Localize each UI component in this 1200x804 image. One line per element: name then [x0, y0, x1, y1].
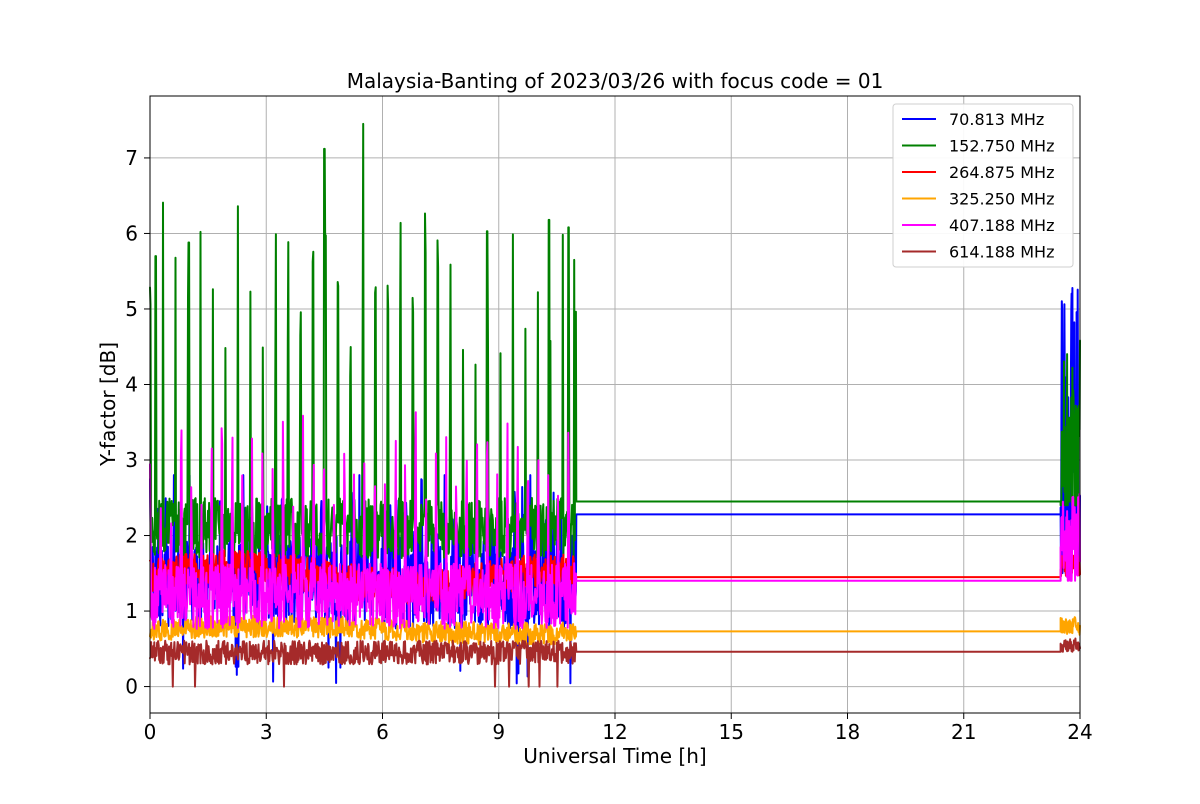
legend-entry: 264.875 MHz: [949, 163, 1054, 182]
x-tick-label: 9: [492, 720, 505, 744]
legend-entry: 614.188 MHz: [949, 243, 1054, 262]
y-tick-label: 2: [125, 524, 138, 548]
y-tick-label: 4: [125, 372, 138, 396]
y-tick-label: 1: [125, 599, 138, 623]
legend-entry: 152.750 MHz: [949, 137, 1054, 156]
x-tick-label: 6: [376, 720, 389, 744]
series-line: [149, 637, 1081, 688]
x-axis-label: Universal Time [h]: [523, 744, 706, 768]
legend-entry: 70.813 MHz: [949, 110, 1044, 129]
x-tick-label: 18: [835, 720, 860, 744]
y-tick-label: 6: [125, 221, 138, 245]
x-tick-label: 12: [602, 720, 627, 744]
x-tick-label: 3: [260, 720, 273, 744]
legend-box: [892, 103, 1074, 268]
y-tick-label: 3: [125, 448, 138, 472]
y-tick-label: 0: [125, 675, 138, 699]
legend: 70.813 MHz 152.750 MHz 264.875 MHz 325.250 …: [892, 103, 1074, 268]
chart-title: Malaysia-Banting of 2023/03/26 with focu…: [347, 69, 884, 93]
x-tick-label: 24: [1067, 720, 1092, 744]
series-line: [149, 614, 1081, 646]
x-tick-label: 15: [719, 720, 744, 744]
data-series: [149, 122, 1081, 688]
x-tick-label: 21: [951, 720, 976, 744]
y-tick-label: 7: [125, 146, 138, 170]
y-axis-label: Y-factor [dB]: [96, 342, 120, 467]
legend-entry: 325.250 MHz: [949, 190, 1054, 209]
y-tick-label: 5: [125, 297, 138, 321]
series-line: [149, 411, 1081, 630]
series-line: [149, 122, 1081, 560]
x-tick-label: 0: [144, 720, 157, 744]
legend-entry: 407.188 MHz: [949, 216, 1054, 235]
y-axis-ticks: 0 1 2 3 4 5 6 7: [125, 146, 150, 699]
x-axis-ticks: 0 3 6 9 12 15 18 21 24: [144, 713, 1093, 744]
